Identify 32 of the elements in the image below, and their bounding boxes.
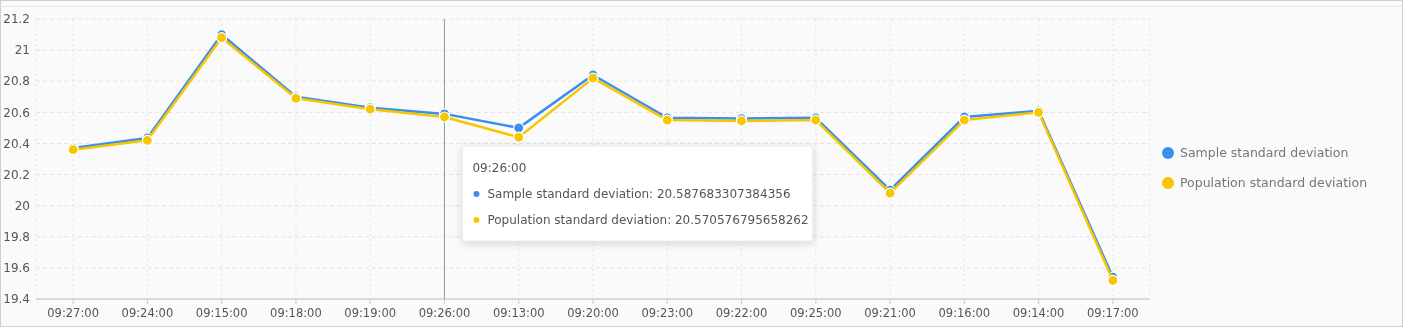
- point: [216, 32, 228, 44]
- y-tick-label: 19.6: [3, 261, 30, 276]
- annotation: 09:26:00: [472, 161, 527, 176]
- x-tick-label: 09:14:00: [1012, 306, 1065, 320]
- legend-label: Population standard deviation: [1180, 175, 1368, 191]
- x-tick-label: 09:19:00: [344, 306, 397, 320]
- y-tick-label: 21: [14, 43, 30, 58]
- y-tick-label: 20.2: [3, 167, 30, 182]
- x-tick-label: 09:20:00: [567, 306, 619, 320]
- x-tick-label: 09:13:00: [492, 306, 545, 320]
- x-tick-label: 09:16:00: [938, 306, 991, 320]
- annotation: Population standard deviation: 20.570576795658262: [487, 213, 809, 228]
- annotation: Sample standard deviation: 20.587683307384356: [487, 187, 791, 202]
- y-tick-label: 20.4: [3, 136, 30, 151]
- y-tick-label: 20.6: [3, 105, 30, 120]
- y-tick-label: 20.8: [3, 74, 30, 89]
- x-tick-label: 09:27:00: [47, 306, 99, 320]
- point: [513, 131, 525, 143]
- x-tick-label: 09:26:00: [418, 306, 471, 320]
- y-tick-label: 21.2: [3, 12, 30, 27]
- x-tick-label: 09:23:00: [641, 306, 694, 320]
- x-tick-label: 09:15:00: [195, 306, 248, 320]
- x-tick-label: 09:22:00: [715, 306, 768, 320]
- x-tick-label: 09:21:00: [864, 306, 916, 320]
- legend-label: Sample standard deviation: [1180, 145, 1349, 161]
- y-tick-label: 19.8: [3, 229, 30, 244]
- x-tick-label: 09:24:00: [121, 306, 174, 320]
- x-tick-label: 09:18:00: [270, 306, 322, 320]
- x-tick-label: 09:17:00: [1087, 306, 1139, 320]
- y-tick-label: 20: [14, 198, 30, 213]
- x-tick-label: 09:25:00: [789, 306, 842, 320]
- y-tick-label: 19.4: [3, 292, 30, 307]
